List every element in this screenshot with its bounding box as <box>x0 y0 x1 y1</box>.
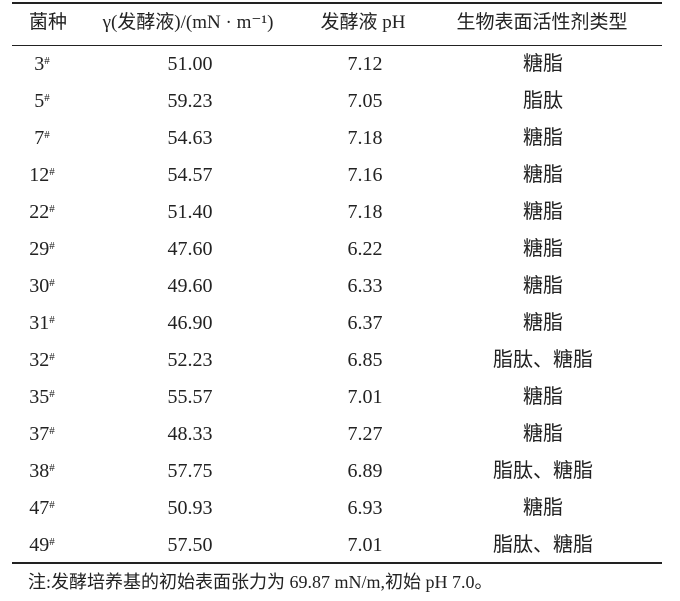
strain-number: 30 <box>29 275 50 297</box>
strain-mark: # <box>49 314 55 326</box>
cell-surfactant-type: 糖脂 <box>523 164 563 186</box>
strain-mark: # <box>49 277 55 289</box>
strain-number: 12 <box>29 164 50 186</box>
strain-number: 31 <box>29 312 50 334</box>
cell-surfactant-type: 糖脂 <box>523 201 563 223</box>
strain-mark: # <box>49 388 55 400</box>
cell-strain: 38# <box>29 459 55 483</box>
header-ph: 发酵液 pH <box>320 12 406 33</box>
cell-surface-tension: 49.60 <box>167 275 213 297</box>
cell-surfactant-type: 脂肽、糖脂 <box>493 460 593 482</box>
strain-number: 47 <box>29 497 50 519</box>
cell-strain: 31# <box>29 311 55 335</box>
cell-surface-tension: 52.23 <box>167 349 213 371</box>
cell-ph: 7.12 <box>347 53 383 75</box>
cell-surfactant-type: 糖脂 <box>523 275 563 297</box>
cell-surface-tension: 54.57 <box>167 164 213 186</box>
cell-surfactant-type: 脂肽、糖脂 <box>493 349 593 371</box>
cell-strain: 29# <box>29 237 55 261</box>
cell-ph: 7.18 <box>347 201 383 223</box>
cell-ph: 7.18 <box>347 127 383 149</box>
cell-surfactant-type: 脂肽 <box>523 90 563 112</box>
strain-number: 35 <box>29 386 50 408</box>
strain-mark: # <box>44 55 50 67</box>
strain-mark: # <box>49 462 55 474</box>
strain-mark: # <box>49 425 55 437</box>
header-surfactant-type: 生物表面活性剂类型 <box>456 12 628 33</box>
cell-surface-tension: 57.75 <box>167 460 213 482</box>
cell-ph: 7.27 <box>347 423 383 445</box>
cell-surface-tension: 59.23 <box>167 90 213 112</box>
cell-surface-tension: 54.63 <box>167 127 213 149</box>
cell-strain: 35# <box>29 385 55 409</box>
cell-ph: 6.93 <box>347 497 383 519</box>
cell-surface-tension: 51.00 <box>167 53 213 75</box>
cell-strain: 32# <box>29 348 55 372</box>
top-rule <box>12 2 662 4</box>
cell-strain: 12# <box>29 163 55 187</box>
cell-surfactant-type: 糖脂 <box>523 386 563 408</box>
cell-strain: 37# <box>29 422 55 446</box>
strain-number: 37 <box>29 423 50 445</box>
cell-strain: 30# <box>29 274 55 298</box>
cell-surfactant-type: 糖脂 <box>523 497 563 519</box>
strain-mark: # <box>44 92 50 104</box>
strain-mark: # <box>49 203 55 215</box>
cell-ph: 7.16 <box>347 164 383 186</box>
cell-strain: 3# <box>34 52 50 76</box>
header-strain: 菌种 <box>28 12 68 33</box>
strain-number: 32 <box>29 349 50 371</box>
table-note: 注:发酵培养基的初始表面张力为 69.87 mN/m,初始 pH 7.0。 <box>28 572 493 592</box>
strain-mark: # <box>49 351 55 363</box>
cell-surface-tension: 50.93 <box>167 497 213 519</box>
strain-mark: # <box>49 536 55 548</box>
cell-ph: 6.22 <box>347 238 383 260</box>
strain-number: 38 <box>29 460 50 482</box>
bottom-rule <box>12 562 662 564</box>
cell-ph: 7.05 <box>347 90 383 112</box>
cell-ph: 6.85 <box>347 349 383 371</box>
cell-surfactant-type: 糖脂 <box>523 53 563 75</box>
strain-number: 7 <box>34 127 45 149</box>
strain-mark: # <box>49 499 55 511</box>
cell-strain: 47# <box>29 496 55 520</box>
cell-surfactant-type: 脂肽、糖脂 <box>493 534 593 556</box>
cell-strain: 5# <box>34 89 50 113</box>
cell-surfactant-type: 糖脂 <box>523 238 563 260</box>
cell-ph: 7.01 <box>347 534 383 556</box>
cell-surfactant-type: 糖脂 <box>523 312 563 334</box>
cell-surface-tension: 48.33 <box>167 423 213 445</box>
strain-mark: # <box>49 240 55 252</box>
cell-surfactant-type: 糖脂 <box>523 423 563 445</box>
strain-number: 49 <box>29 534 50 556</box>
header-rule <box>12 45 662 46</box>
cell-ph: 6.89 <box>347 460 383 482</box>
cell-surface-tension: 57.50 <box>167 534 213 556</box>
cell-surface-tension: 47.60 <box>167 238 213 260</box>
cell-strain: 22# <box>29 200 55 224</box>
cell-surface-tension: 46.90 <box>167 312 213 334</box>
cell-ph: 7.01 <box>347 386 383 408</box>
cell-ph: 6.33 <box>347 275 383 297</box>
strain-number: 22 <box>29 201 50 223</box>
strain-number: 3 <box>34 53 45 75</box>
cell-ph: 6.37 <box>347 312 383 334</box>
strain-number: 5 <box>34 90 45 112</box>
header-surface-tension: γ(发酵液)/(mN · m⁻¹) <box>102 12 274 33</box>
cell-surface-tension: 51.40 <box>167 201 213 223</box>
cell-surfactant-type: 糖脂 <box>523 127 563 149</box>
strain-number: 29 <box>29 238 50 260</box>
cell-strain: 7# <box>34 126 50 150</box>
cell-surface-tension: 55.57 <box>167 386 213 408</box>
cell-strain: 49# <box>29 533 55 557</box>
strain-mark: # <box>44 129 50 141</box>
strain-mark: # <box>49 166 55 178</box>
